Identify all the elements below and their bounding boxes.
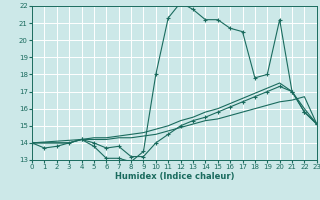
X-axis label: Humidex (Indice chaleur): Humidex (Indice chaleur) <box>115 172 234 181</box>
